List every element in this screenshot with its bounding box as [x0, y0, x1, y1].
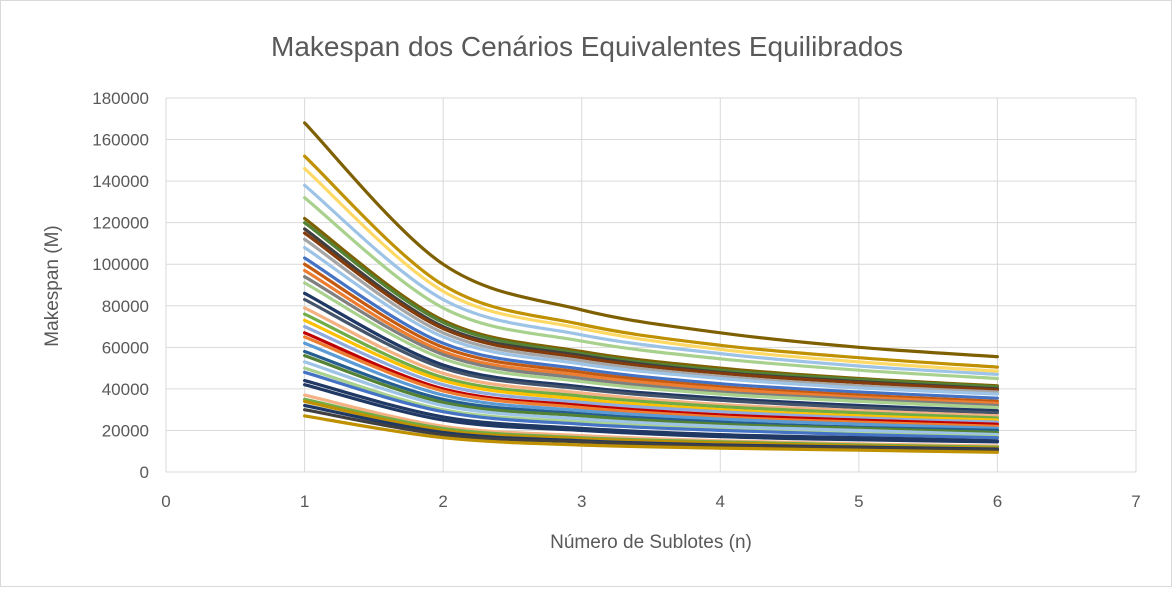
y-tick-label: 20000	[102, 421, 149, 440]
series-line-25	[303, 341, 999, 430]
series-line-4	[303, 183, 999, 376]
y-tick-label: 40000	[102, 380, 149, 399]
y-tick-label: 80000	[102, 297, 149, 316]
series-line-37	[303, 408, 999, 452]
x-tick-label: 4	[716, 492, 725, 511]
series-line-9	[303, 231, 999, 392]
series-line-24	[303, 335, 999, 428]
series-line-17	[303, 291, 999, 413]
x-tick-label: 0	[161, 492, 170, 511]
series-line-1	[303, 121, 999, 359]
y-tick-label: 60000	[102, 338, 149, 357]
x-tick-label: 6	[993, 492, 1002, 511]
y-tick-label: 160000	[92, 131, 149, 150]
y-tick-label: 180000	[92, 89, 149, 108]
x-tick-label: 1	[300, 492, 309, 511]
series-line-21	[303, 318, 999, 422]
series-line-31	[303, 379, 999, 443]
series-line-13	[303, 262, 999, 403]
series-line-14	[303, 268, 999, 405]
x-tick-label: 7	[1131, 492, 1140, 511]
series-line-12	[303, 256, 999, 400]
series-line-20	[303, 312, 999, 420]
series-line-16	[303, 281, 999, 410]
series-line-27	[303, 354, 999, 435]
y-tick-label: 0	[140, 463, 149, 482]
series-line-30	[303, 370, 999, 440]
y-axis-label: Makespan (M)	[42, 225, 63, 346]
series-line-15	[303, 275, 999, 408]
x-tick-label: 5	[854, 492, 863, 511]
y-tick-label: 100000	[92, 255, 149, 274]
x-tick-label: 2	[438, 492, 447, 511]
series-line-3	[303, 167, 999, 373]
x-axis-ticks: 0 1 2 3 4 5 6 7	[161, 492, 1140, 511]
chart-title: Makespan dos Cenários Equivalentes Equil…	[271, 31, 903, 62]
series-line-22	[303, 325, 999, 424]
series-line-2	[303, 154, 999, 369]
series-line-23	[303, 331, 999, 426]
x-axis-label: Número de Sublotes (n)	[550, 532, 752, 553]
series-line-7	[303, 221, 999, 389]
series-group	[303, 121, 999, 454]
series-line-28	[303, 360, 999, 437]
series-line-5	[303, 196, 999, 381]
series-line-11	[303, 246, 999, 396]
series-line-38	[303, 414, 999, 454]
y-tick-label: 140000	[92, 172, 149, 191]
series-line-10	[303, 237, 999, 394]
x-tick-label: 3	[577, 492, 586, 511]
y-tick-label: 120000	[92, 214, 149, 233]
series-line-19	[303, 306, 999, 418]
series-line-32	[303, 383, 999, 444]
series-line-18	[303, 297, 999, 415]
y-axis-ticks: 0 20000 40000 60000 80000 100000 120000 140000 1…	[92, 89, 149, 482]
